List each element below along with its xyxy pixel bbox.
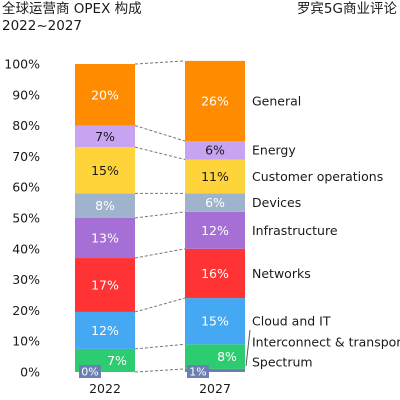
connector-lines xyxy=(134,60,186,373)
bar-segment xyxy=(75,147,135,194)
data-label: 8% xyxy=(95,198,115,213)
connector-line xyxy=(134,248,186,259)
legend-label: Networks xyxy=(252,266,311,281)
bottom-value-box xyxy=(187,365,209,378)
y-tick-label: 50% xyxy=(12,211,40,226)
chart-title-line-1: 全球运营商 OPEX 构成 xyxy=(2,1,142,17)
chart-title-line-2: 2022~2027 xyxy=(2,18,83,34)
bar-segment xyxy=(185,141,245,160)
bar-segment xyxy=(185,298,245,345)
data-label: 13% xyxy=(91,231,119,246)
legend: Interconnect & transport Spectrum Cloud an… xyxy=(245,93,400,370)
data-label: 20% xyxy=(91,87,119,102)
connector-line xyxy=(134,211,186,219)
data-label: 16% xyxy=(201,266,229,281)
data-label: 1% xyxy=(189,366,206,379)
y-tick-label: 60% xyxy=(12,180,40,195)
bar-segment xyxy=(75,311,135,349)
bar-segment xyxy=(75,64,135,126)
data-label: 8% xyxy=(217,349,237,364)
bar-segment xyxy=(75,258,135,312)
y-tick-label: 90% xyxy=(12,87,40,102)
bar-segment xyxy=(185,211,245,249)
legend-label: Interconnect & transport xyxy=(252,335,400,350)
x-tick-label: 2027 xyxy=(199,381,231,396)
data-label: 12% xyxy=(201,223,229,238)
bar-segment xyxy=(185,344,245,369)
bottom-value-box xyxy=(79,365,101,378)
connector-line xyxy=(134,146,186,160)
data-label: 15% xyxy=(201,314,229,329)
data-label: 12% xyxy=(91,323,119,338)
data-label: 15% xyxy=(91,163,119,178)
y-tick-label: 30% xyxy=(12,272,40,287)
data-label: 17% xyxy=(91,277,119,292)
legend-label: Infrastructure xyxy=(252,223,338,238)
x-tick-label: 2022 xyxy=(89,381,121,396)
y-tick-label: 100% xyxy=(4,57,40,72)
bar-segment xyxy=(185,248,245,299)
connector-line xyxy=(134,60,186,65)
y-tick-label: 0% xyxy=(20,365,40,380)
bar-segment xyxy=(75,193,135,218)
legend-label: Devices xyxy=(252,195,301,210)
data-label: 6% xyxy=(205,195,225,210)
bar-segment xyxy=(185,159,245,194)
y-tick-label: 20% xyxy=(12,303,40,318)
connector-line xyxy=(134,297,186,313)
bars xyxy=(75,60,245,372)
connector-line xyxy=(134,343,186,350)
legend-label: Spectrum xyxy=(252,355,313,370)
y-tick-label: 40% xyxy=(12,241,40,256)
bar-segment xyxy=(75,218,135,259)
data-label: 0% xyxy=(81,366,98,379)
x-axis: 2022 2027 xyxy=(89,381,231,396)
data-label: 7% xyxy=(95,129,115,144)
legend-label: Customer operations xyxy=(252,169,383,184)
bar-segment xyxy=(185,60,245,141)
data-label: 11% xyxy=(201,169,229,184)
bar-segment xyxy=(185,368,245,372)
legend-leader-line xyxy=(245,329,251,367)
legend-label: Cloud and IT xyxy=(252,314,331,329)
data-labels: 0% 7% 12% 17% 13% 8% 15% 7% 20% 1% 8% 15% 16% 12% 6% 11… xyxy=(79,87,237,379)
source-label: 罗宾5G商业评论 xyxy=(296,1,397,17)
data-label: 26% xyxy=(201,93,229,108)
bar-segment xyxy=(75,125,135,148)
data-label: 6% xyxy=(205,143,225,158)
connector-line xyxy=(134,125,186,142)
y-tick-label: 70% xyxy=(12,149,40,164)
bar-segment xyxy=(185,193,245,212)
data-label: 7% xyxy=(107,353,127,368)
legend-label: Energy xyxy=(252,143,296,158)
y-tick-label: 80% xyxy=(12,118,40,133)
y-axis: 0% 10% 20% 30% 40% 50% 60% 70% 80% 90% 100% xyxy=(4,57,40,380)
connector-line xyxy=(134,368,186,373)
legend-label: General xyxy=(252,93,301,108)
chart-title: 全球运营商 OPEX 构成 2022~2027 xyxy=(2,1,142,35)
y-tick-label: 10% xyxy=(12,334,40,349)
